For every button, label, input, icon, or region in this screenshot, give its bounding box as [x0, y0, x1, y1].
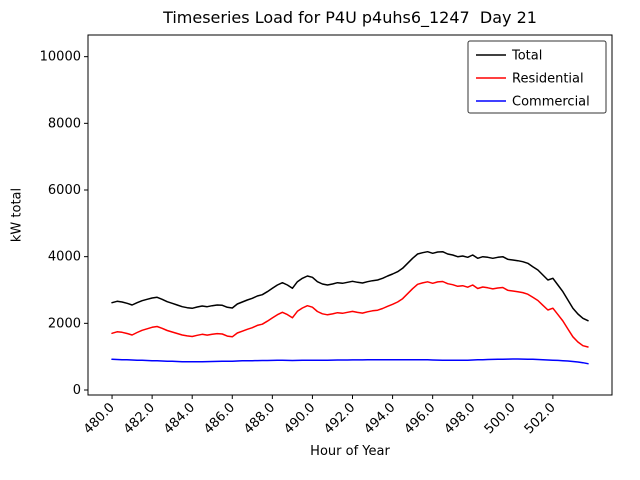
y-tick-label: 10000 [40, 50, 81, 65]
legend: Total Residential Commercial [467, 40, 607, 114]
y-tick-label: 4000 [48, 250, 81, 265]
y-tick-label: 6000 [48, 183, 81, 198]
plot-border [87, 34, 613, 396]
series-commercial-line [111, 358, 589, 365]
chart-title: Timeseries Load for P4U p4uhs6_1247 Day … [163, 8, 537, 27]
x-tick-label: 496.0 [402, 400, 439, 437]
legend-label-residential: Residential [512, 72, 584, 87]
y-tick-label: 8000 [48, 116, 81, 131]
x-tick-label: 498.0 [442, 400, 479, 437]
x-tick-label: 500.0 [482, 400, 519, 437]
x-axis: 480.0 482.0 484.0 486.0 488.0 490.0 492.0 494.0… [81, 395, 559, 437]
series-total-line [111, 250, 589, 322]
x-tick-label: 502.0 [522, 400, 559, 437]
x-tick-label: 492.0 [321, 400, 358, 437]
x-tick-label: 482.0 [121, 400, 158, 437]
x-tick-label: 494.0 [361, 400, 398, 437]
x-tick-label: 488.0 [241, 400, 278, 437]
legend-label-commercial: Commercial [512, 95, 590, 110]
x-axis-label: Hour of Year [310, 444, 390, 459]
legend-box [467, 40, 607, 114]
legend-label-total: Total [511, 49, 542, 64]
x-tick-label: 486.0 [201, 400, 238, 437]
x-tick-label: 480.0 [81, 400, 118, 437]
y-axis: 0 2000 4000 6000 8000 10000 [40, 50, 88, 398]
x-tick-label: 484.0 [161, 400, 198, 437]
series-residential-line [111, 280, 589, 348]
y-tick-label: 2000 [48, 316, 81, 331]
y-tick-label: 0 [73, 383, 81, 398]
x-tick-label: 490.0 [281, 400, 318, 437]
